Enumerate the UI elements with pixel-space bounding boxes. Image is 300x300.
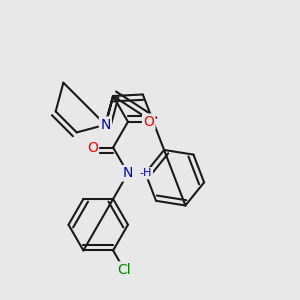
Text: N: N <box>100 118 111 132</box>
Text: Cl: Cl <box>117 263 131 277</box>
Text: N: N <box>123 166 133 180</box>
Text: O: O <box>87 140 98 154</box>
Text: -H: -H <box>140 168 152 178</box>
Text: O: O <box>143 115 154 129</box>
